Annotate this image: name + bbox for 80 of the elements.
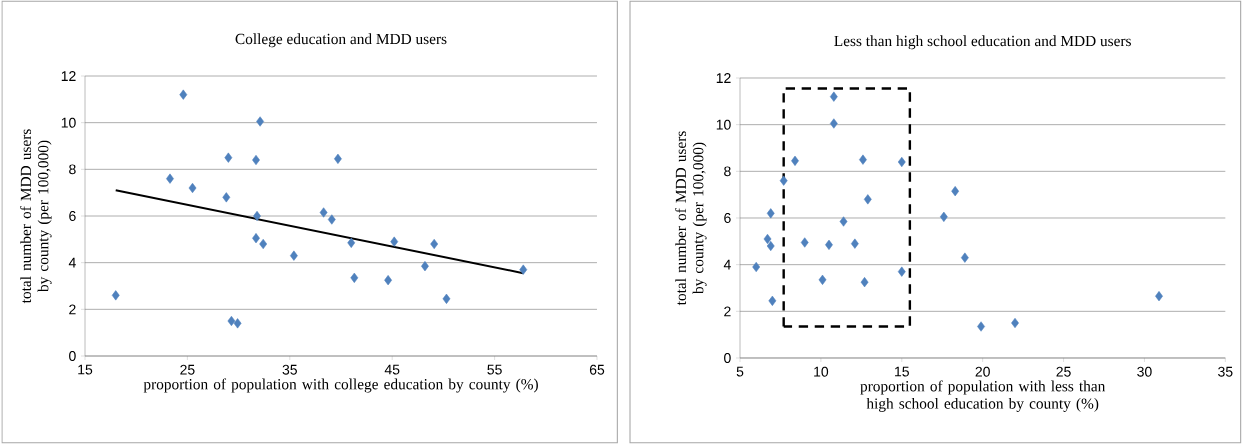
point [390,236,399,247]
point [334,153,342,164]
point [256,116,264,127]
x-axis-title: proportion of population with college education by county (%) [143,378,538,393]
point [222,192,231,203]
x-tick-label: 55 [487,364,502,375]
y-tick-label: 0 [69,351,76,361]
point [818,274,827,285]
point [763,233,772,245]
y-tick-label: 2 [69,304,76,315]
y-tick-label: 12 [716,73,731,83]
point [897,266,906,277]
point [421,261,429,272]
point [977,321,985,332]
y-tick-label: 6 [724,213,731,223]
point [111,290,120,301]
point [347,237,356,248]
point [430,238,439,250]
point [779,175,788,186]
point [800,237,809,248]
y-tick-label: 0 [724,353,731,363]
y-tick-label: 8 [724,166,731,177]
y-tick-label: 10 [61,117,76,128]
point [227,315,236,327]
point [442,293,451,304]
y-tick-label: 4 [723,259,731,270]
y-tick-label: 10 [716,119,731,130]
point [863,194,872,205]
y-tick-label: 8 [69,164,76,175]
point [519,264,528,275]
point [319,207,328,218]
x-tick-label: 25 [1056,366,1071,377]
y-axis-title: total number of MDD users by county (per 100,000) [20,129,52,304]
point [752,261,761,273]
point [860,277,869,288]
point [829,91,838,102]
x-tick-label: 10 [814,366,829,377]
x-tick-label: 15 [78,364,93,375]
point [851,238,859,249]
point [327,214,336,225]
x-tick-label: 25 [180,364,195,375]
x-tick-label: 20 [975,366,990,377]
chart-title: Less than high school education and MDD users [834,35,1131,50]
y-tick-label: 6 [69,211,76,221]
point [259,238,268,250]
point [252,233,260,244]
y-tick-label: 12 [61,71,76,81]
point [233,318,242,329]
x-tick-label: 65 [589,364,605,375]
x-tick-label: 15 [895,366,909,377]
point [939,211,948,222]
point [224,152,233,163]
x-tick-label: 35 [282,364,297,375]
point [290,250,298,261]
point [188,182,197,194]
x-tick-label: 45 [384,364,400,375]
x-axis-title: proportion of population with less than high school education by county (%) [860,380,1106,412]
point [766,240,775,252]
y-tick-label: 2 [724,306,731,317]
point [791,155,799,166]
point [166,173,174,184]
point [829,118,838,129]
x-tick-label: 5 [736,366,744,377]
y-axis-title: total number of MDD users by county (per 100,000) [675,131,707,306]
chart-title: College education and MDD users [235,33,447,48]
point [859,154,867,165]
point [1155,291,1163,302]
point [825,239,833,250]
point [350,272,359,283]
point [839,216,848,227]
point [951,186,960,197]
point [179,89,188,100]
x-tick-label: 30 [1137,366,1152,377]
point [768,295,777,306]
point [961,252,969,263]
point [766,208,775,219]
x-tick-label: 35 [1218,366,1233,377]
point [384,275,392,286]
point [897,156,906,168]
y-tick-label: 4 [68,257,76,268]
